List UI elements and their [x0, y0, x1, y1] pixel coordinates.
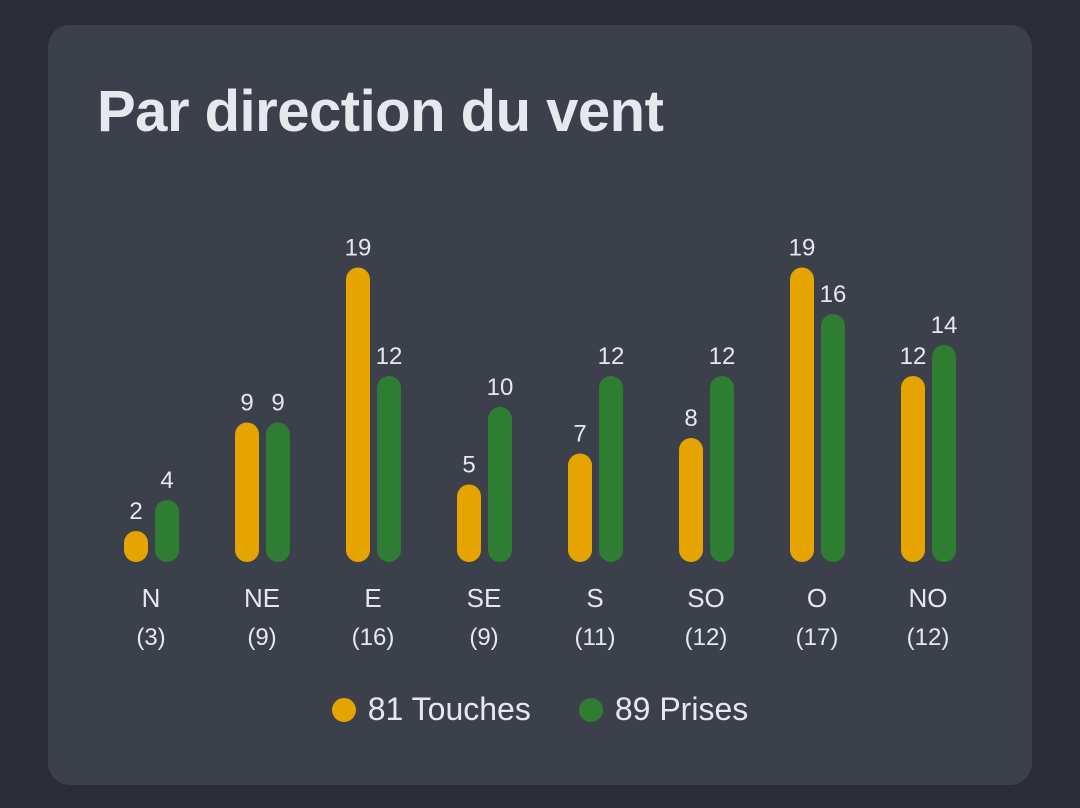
bar-touches-o — [790, 267, 814, 562]
category-label-no: NO — [909, 583, 948, 613]
bar-prises-no — [932, 345, 956, 562]
chart-title: Par direction du vent — [97, 79, 664, 144]
bar-prises-se — [488, 407, 512, 562]
category-label-ne: NE — [244, 583, 280, 613]
data-label-touches-so: 8 — [684, 405, 697, 432]
legend-label-prises: 89 Prises — [614, 691, 749, 727]
legend-item-prises[interactable]: 89 Prises — [578, 691, 749, 728]
data-label-prises-n: 4 — [160, 467, 173, 494]
data-label-prises-o: 16 — [820, 281, 847, 308]
data-label-touches-se: 5 — [462, 452, 475, 479]
category-label-so: SO — [687, 583, 725, 613]
bar-chart: 24 N (3) 9 9 NE (9) 19 12 E (16) 5 10 SE (9) 7 12 S (11) 8 1… — [124, 235, 958, 651]
data-label-prises-s: 12 — [598, 343, 625, 370]
category-label-e: E — [364, 583, 381, 613]
category-count-n: (3) — [136, 624, 165, 651]
data-label-touches-o: 19 — [789, 235, 816, 262]
chart-legend: 81 Touches 89 Prises — [48, 691, 1032, 728]
category-count-s: (11) — [575, 624, 616, 651]
bar-prises-n — [155, 500, 179, 562]
bar-touches-ne — [235, 422, 259, 562]
category-label-s: S — [586, 583, 603, 613]
bar-touches-e — [346, 267, 370, 562]
data-label-touches-n: 2 — [129, 498, 142, 525]
bar-touches-n — [124, 531, 148, 562]
category-label-se: SE — [467, 583, 502, 613]
bar-prises-ne — [266, 422, 290, 562]
category-label-o: O — [807, 583, 827, 613]
category-count-e: (16) — [352, 624, 395, 651]
data-label-touches-e: 19 — [345, 235, 372, 262]
data-label-prises-e: 12 — [376, 343, 403, 370]
bar-touches-s — [568, 453, 592, 562]
bar-touches-no — [901, 376, 925, 562]
legend-dot-prises — [578, 697, 603, 722]
data-label-prises-no: 14 — [931, 312, 958, 339]
legend-label-touches: 81 Touches — [367, 691, 531, 727]
data-label-prises-ne: 9 — [271, 390, 284, 417]
data-label-touches-no: 12 — [900, 343, 927, 370]
chart-card: Par direction du vent 2 4 N (3) 9 9 NE (9) 19 12 E… — [48, 25, 1032, 785]
legend-dot-touches — [331, 697, 356, 722]
bar-prises-o — [821, 314, 845, 562]
category-count-ne: (9) — [247, 624, 276, 651]
bar-prises-so — [710, 376, 734, 562]
category-count-so: (12) — [685, 624, 728, 651]
category-count-o: (17) — [796, 624, 839, 651]
data-label-touches-ne: 9 — [240, 390, 253, 417]
bar-prises-e — [377, 376, 401, 562]
category-count-se: (9) — [469, 624, 498, 651]
data-label-prises-so: 12 — [709, 343, 736, 370]
bar-prises-s — [599, 376, 623, 562]
category-count-no: (12) — [907, 624, 950, 651]
category-label-n: N — [142, 583, 161, 613]
data-label-touches-s: 7 — [573, 421, 586, 448]
legend-item-touches[interactable]: 81 Touches — [331, 691, 531, 728]
bar-touches-se — [457, 484, 481, 562]
bar-touches-so — [679, 438, 703, 562]
data-label-prises-se: 10 — [487, 374, 514, 401]
